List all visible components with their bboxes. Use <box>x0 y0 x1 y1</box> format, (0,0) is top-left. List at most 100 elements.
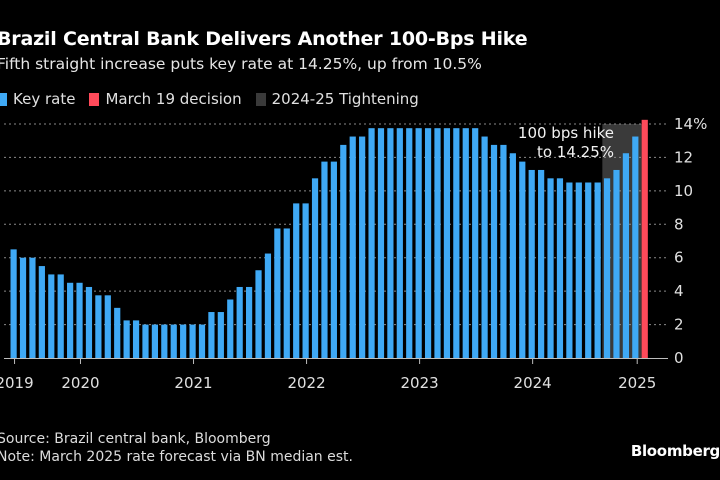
y-tick-label: 12 <box>674 148 693 166</box>
bar-key-rate <box>227 299 234 358</box>
bar-key-rate <box>302 203 309 358</box>
bar-key-rate <box>321 161 328 358</box>
bar-key-rate <box>10 249 17 358</box>
bar-key-rate <box>311 178 319 358</box>
legend-item-tightening: 2024-25 Tightening <box>255 90 419 108</box>
bar-key-rate <box>198 324 206 358</box>
bar-key-rate <box>67 282 74 358</box>
y-tick-label: 2 <box>674 316 684 334</box>
bar-key-rate <box>406 128 413 358</box>
bar-key-rate <box>132 320 140 358</box>
y-tick-label: 0 <box>674 349 684 367</box>
bar-key-rate <box>594 182 601 358</box>
bar-key-rate <box>528 169 535 358</box>
bar-key-rate <box>490 144 498 358</box>
bar-key-rate <box>481 136 488 358</box>
bar-key-rate <box>519 161 526 358</box>
x-tick-label: 2025 <box>618 374 656 392</box>
bar-key-rate <box>180 324 187 358</box>
y-tick-label: 6 <box>674 249 684 267</box>
bar-key-rate <box>349 136 356 358</box>
bar-key-rate <box>48 274 55 358</box>
bar-key-rate <box>387 128 394 358</box>
legend-label-march-decision: March 19 decision <box>105 90 242 108</box>
bar-key-rate <box>151 324 158 358</box>
legend-item-key-rate: Key rate <box>0 90 75 108</box>
bar-key-rate <box>585 182 592 358</box>
bar-key-rate <box>443 128 451 358</box>
bar-key-rate <box>255 270 262 358</box>
bar-key-rate <box>170 324 177 358</box>
x-tick-label: 2022 <box>287 374 325 392</box>
legend-swatch-tightening <box>255 92 266 106</box>
x-tick-label: 2021 <box>174 374 212 392</box>
bar-key-rate <box>603 178 611 358</box>
bar-key-rate <box>161 324 168 358</box>
bar-key-rate <box>264 253 272 358</box>
bar-key-rate <box>142 324 149 358</box>
bar-key-rate <box>453 128 460 358</box>
bar-key-rate <box>547 178 554 358</box>
bar-key-rate <box>396 128 403 358</box>
bar-key-rate <box>500 144 507 358</box>
chart-subtitle: Fifth straight increase puts key rate at… <box>0 55 482 73</box>
y-tick-label: 8 <box>674 215 684 233</box>
y-tick-label: 10 <box>674 182 693 200</box>
bar-key-rate <box>566 182 573 358</box>
annotation-line-2: to 14.25% <box>537 143 614 161</box>
chart-title: Brazil Central Bank Delivers Another 100… <box>0 28 528 50</box>
bar-key-rate <box>613 169 620 358</box>
bar-key-rate <box>632 136 639 358</box>
legend-swatch-march-decision <box>89 92 100 106</box>
bar-march-decision <box>641 119 648 358</box>
x-tick-label: 2020 <box>61 374 99 392</box>
annotation-line-1: 100 bps hike <box>518 124 614 142</box>
bar-key-rate <box>114 307 121 358</box>
bar-key-rate <box>38 266 45 358</box>
bloomberg-logo: Bloomberg <box>630 442 720 460</box>
bar-key-rate <box>330 161 337 358</box>
bar-key-rate <box>217 312 224 358</box>
bar-key-rate <box>434 128 441 358</box>
bar-key-rate <box>76 282 83 358</box>
y-tick-label: 4 <box>674 282 684 300</box>
legend-label-tightening: 2024-25 Tightening <box>271 90 419 108</box>
bar-key-rate <box>368 128 375 358</box>
forecast-note: Note: March 2025 rate forecast via BN me… <box>0 449 353 465</box>
bar-key-rate <box>19 257 27 358</box>
bar-key-rate <box>556 178 564 358</box>
x-tick-label: 2023 <box>401 374 439 392</box>
bar-key-rate <box>415 128 422 358</box>
bar-key-rate <box>274 228 281 358</box>
bar-key-rate <box>293 203 300 358</box>
bar-key-rate <box>424 128 432 358</box>
legend-swatch-key-rate <box>0 92 7 106</box>
bar-key-rate <box>283 228 290 358</box>
bar-key-rate <box>340 144 347 358</box>
bar-key-rate <box>472 128 479 358</box>
bar-key-rate <box>123 320 130 358</box>
x-tick-label: 2019 <box>0 374 34 392</box>
bar-key-rate <box>95 295 102 358</box>
bar-key-rate <box>85 286 93 358</box>
bar-key-rate <box>509 153 516 358</box>
bar-key-rate <box>208 312 215 358</box>
bar-key-rate <box>104 295 111 358</box>
footer: Source: Brazil central bank, Bloomberg N… <box>0 430 353 466</box>
bar-key-rate <box>359 136 366 358</box>
y-tick-label: 14% <box>674 115 707 133</box>
bar-key-rate <box>462 128 469 358</box>
legend-label-key-rate: Key rate <box>13 90 76 108</box>
bar-key-rate <box>236 286 243 358</box>
bar-key-rate <box>57 274 64 358</box>
legend-item-march-decision: March 19 decision <box>89 90 242 108</box>
bar-key-rate <box>575 182 582 358</box>
bar-key-rate <box>538 169 545 358</box>
bar-key-rate <box>377 128 385 358</box>
source-note: Source: Brazil central bank, Bloomberg <box>0 431 271 447</box>
x-tick-label: 2024 <box>514 374 552 392</box>
bar-key-rate <box>246 286 253 358</box>
bar-key-rate <box>622 153 629 358</box>
bar-key-rate <box>189 324 196 358</box>
